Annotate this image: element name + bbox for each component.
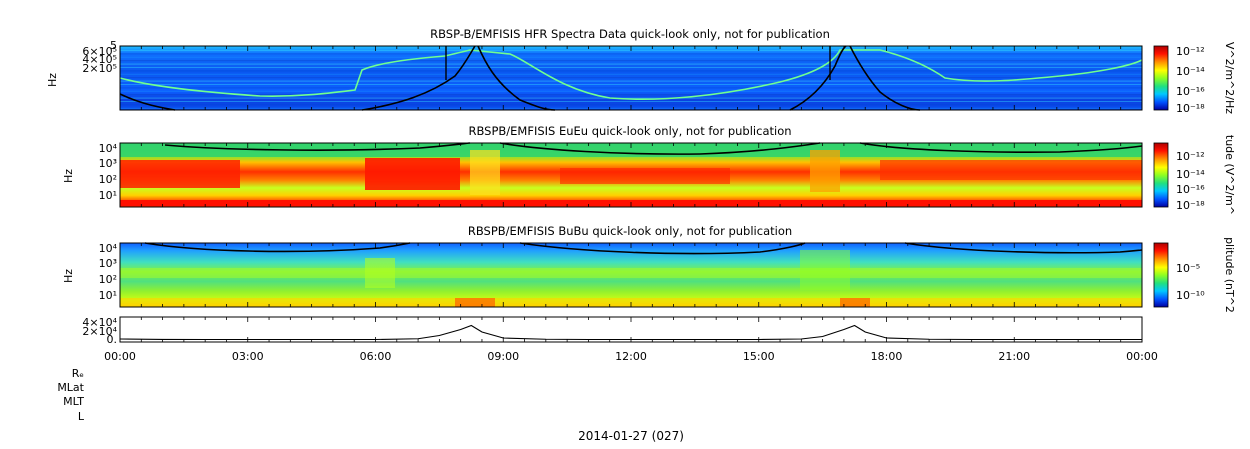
panel-2-colorbar: 10⁻¹² 10⁻¹⁴ 10⁻¹⁶ 10⁻¹⁸ tude (V^2/m^ bbox=[1153, 135, 1236, 215]
panel-2-ytick-1: 10³ bbox=[99, 157, 117, 170]
hfr-streak bbox=[120, 84, 1142, 85]
eueu-cyclotron-curve bbox=[164, 142, 1143, 155]
panel-1-ytick-top: 5 bbox=[110, 39, 117, 52]
ephemeris-label-l: L bbox=[78, 410, 85, 423]
hfr-streak bbox=[120, 60, 1142, 62]
panel-3-ytick-2: 10² bbox=[99, 273, 117, 286]
xtick-label-7: 21:00 bbox=[998, 350, 1030, 363]
hfr-plasma-frequency-curve-1 bbox=[119, 45, 476, 111]
xtick-label-0: 00:00 bbox=[104, 350, 136, 363]
panel-1-colorbar-gradient bbox=[1153, 45, 1169, 111]
panel-3-colorbar-gradient bbox=[1153, 242, 1169, 308]
ephemeris-label-mlt: MLT bbox=[63, 395, 84, 408]
panel-2-ylabel: Hz bbox=[62, 169, 75, 183]
xtick-label-6: 18:00 bbox=[871, 350, 903, 363]
hfr-streak bbox=[120, 53, 1142, 55]
bubu-cyclotron-curve bbox=[144, 242, 1143, 255]
panel-2-cbtick-2: 10⁻¹⁶ bbox=[1176, 183, 1205, 196]
xtick-label-3: 09:00 bbox=[487, 350, 519, 363]
panel-1-cbtick-0: 10⁻¹² bbox=[1176, 45, 1205, 58]
panel-1-colorbar-label: V^2/m^2/Hz bbox=[1223, 42, 1236, 114]
xtick-label-2: 06:00 bbox=[360, 350, 392, 363]
hfr-streak bbox=[120, 80, 1142, 82]
panel-2-cbtick-3: 10⁻¹⁸ bbox=[1176, 199, 1205, 212]
bubu-spectrogram-panel bbox=[119, 242, 1143, 308]
line-ytick-1: 2×10⁴ bbox=[82, 325, 117, 338]
panel-3-cbtick-0: 10⁻⁵ bbox=[1176, 262, 1200, 275]
panel-2-ytick-0: 10⁴ bbox=[99, 142, 118, 155]
panel-1-y-axis: 5 6×10⁵ 4×10⁵ 2×10⁵ Hz bbox=[46, 39, 117, 87]
panel-1-title: RBSP-B/EMFISIS HFR Spectra Data quick-lo… bbox=[430, 27, 830, 41]
panel-1-cbtick-2: 10⁻¹⁶ bbox=[1176, 85, 1205, 98]
hfr-streak bbox=[120, 94, 1142, 96]
panel-3-ytick-0: 10⁴ bbox=[99, 242, 118, 255]
x-axis-labels: 00:00 03:00 06:00 09:00 12:00 15:00 18:0… bbox=[104, 350, 1158, 363]
panel-2-title: RBSPB/EMFISIS EuEu quick-look only, not … bbox=[468, 124, 791, 138]
panel-1-cbtick-1: 10⁻¹⁴ bbox=[1176, 65, 1205, 78]
hfr-streak bbox=[120, 77, 1142, 79]
panel-2-cbtick-1: 10⁻¹⁴ bbox=[1176, 168, 1205, 181]
hfr-streak bbox=[120, 104, 1142, 106]
hfr-streak bbox=[120, 97, 1142, 99]
panel-3-y-axis: 10⁴ 10³ 10² 10¹ Hz bbox=[62, 242, 118, 302]
panel-3-ylabel: Hz bbox=[62, 269, 75, 283]
panel-1-cbtick-3: 10⁻¹⁸ bbox=[1176, 102, 1205, 115]
line-ytick-0: 4×10⁴ bbox=[82, 316, 117, 329]
panel-2-cbtick-0: 10⁻¹² bbox=[1176, 150, 1205, 163]
panel-2-y-axis: 10⁴ 10³ 10² 10¹ Hz bbox=[62, 142, 118, 202]
hfr-streak bbox=[120, 67, 1142, 68]
hfr-streak bbox=[120, 101, 1142, 102]
panel-2-ytick-2: 10² bbox=[99, 173, 117, 186]
panel-1-ylabel: Hz bbox=[46, 73, 59, 87]
hfr-streak bbox=[120, 73, 1142, 75]
hfr-streak bbox=[120, 63, 1142, 65]
panel-3-ytick-3: 10¹ bbox=[99, 289, 117, 302]
hfr-spectrogram-panel bbox=[119, 45, 1143, 111]
ephemeris-labels: Rₑ MLat MLT L bbox=[57, 367, 85, 423]
hfr-emission-trace bbox=[119, 49, 1143, 101]
panel-2-colorbar-label: tude (V^2/m^ bbox=[1223, 135, 1236, 215]
line-plot-y-axis: 4×10⁴ 2×10⁴ 0. bbox=[82, 316, 117, 346]
x-axis-ticks bbox=[119, 46, 1143, 342]
xtick-label-1: 03:00 bbox=[232, 350, 264, 363]
ephemeris-label-mlat: MLat bbox=[57, 381, 84, 394]
panel-1-ytick-1: 4×10⁵ bbox=[82, 53, 117, 66]
xtick-label-8: 00:00 bbox=[1126, 350, 1158, 363]
bubu-spectrogram bbox=[120, 243, 1142, 307]
hfr-streak bbox=[120, 70, 1142, 72]
eueu-spectrogram-panel bbox=[119, 142, 1143, 208]
date-label: 2014-01-27 (027) bbox=[578, 429, 684, 443]
panel-1-colorbar: 10⁻¹² 10⁻¹⁴ 10⁻¹⁶ 10⁻¹⁸ V^2/m^2/Hz bbox=[1153, 42, 1236, 115]
xtick-label-4: 12:00 bbox=[615, 350, 647, 363]
xtick-label-5: 15:00 bbox=[743, 350, 775, 363]
hfr-streak bbox=[120, 56, 1142, 58]
panel-1-ytick-0: 6×10⁵ bbox=[82, 45, 117, 58]
panel-2-ytick-3: 10¹ bbox=[99, 189, 117, 202]
panel-1-ytick-2: 2×10⁵ bbox=[82, 62, 117, 75]
panel-3-colorbar-label: plitude (nT^2 bbox=[1223, 237, 1236, 313]
panel-3-ytick-1: 10³ bbox=[99, 257, 117, 270]
panel-3-cbtick-1: 10⁻¹⁰ bbox=[1176, 289, 1205, 302]
hfr-streak bbox=[120, 90, 1142, 92]
panel-3-title: RBSPB/EMFISIS BuBu quick-look only, not … bbox=[468, 224, 792, 238]
ephemeris-label-re: Rₑ bbox=[72, 367, 84, 380]
panel-3-colorbar: 10⁻⁵ 10⁻¹⁰ plitude (nT^2 bbox=[1153, 237, 1236, 313]
hfr-streak bbox=[120, 87, 1142, 89]
line-ytick-2: 0. bbox=[107, 333, 118, 346]
panel-2-colorbar-gradient bbox=[1153, 142, 1169, 208]
